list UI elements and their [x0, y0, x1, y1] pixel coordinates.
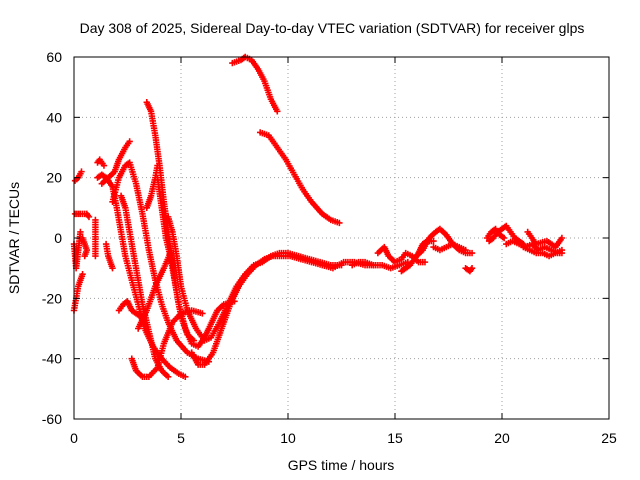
data-point: [81, 252, 88, 260]
data-point: [558, 234, 566, 242]
x-tick-label: 20: [494, 430, 510, 446]
series-arc-6: [92, 216, 99, 260]
data-point: [199, 310, 206, 317]
y-tick-label: 40: [46, 109, 62, 125]
data-point: [126, 138, 133, 145]
x-tick-label: 0: [70, 430, 78, 446]
series-arc-9: [102, 240, 116, 272]
y-tick-label: -40: [42, 351, 62, 367]
y-tick-label: -20: [42, 290, 62, 306]
series-arc-13: [109, 159, 213, 365]
y-tick-label: 0: [54, 230, 62, 246]
series-arc-10: [98, 138, 133, 187]
data-point: [468, 264, 476, 272]
series-arc-21: [188, 252, 377, 368]
y-tick-label: -60: [42, 411, 62, 427]
data-point: [500, 234, 508, 242]
series-arc-23: [256, 129, 343, 227]
data-point: [468, 249, 476, 257]
y-axis-title: SDTVAR / TECUs: [6, 182, 22, 294]
y-tick-label: 60: [46, 49, 62, 65]
series-arc-19: [154, 174, 238, 350]
series-arc-30: [483, 225, 508, 242]
x-tick-label: 15: [387, 430, 403, 446]
data-point: [336, 219, 343, 227]
series-arc-33: [520, 243, 566, 260]
series-arc-20: [164, 213, 345, 344]
chart-title: Day 308 of 2025, Sidereal Day-to-day VTE…: [80, 20, 585, 36]
data-point: [100, 162, 108, 169]
series-arc-4: [71, 210, 93, 221]
axes: 0 5 10 15 20 25 -60 -40 -20 0 20 40 60: [42, 49, 617, 446]
data-point: [182, 373, 189, 380]
data-point: [77, 228, 84, 236]
series-arc-28: [430, 240, 469, 254]
data-point: [274, 108, 281, 115]
grid: [74, 57, 609, 419]
series-arc-5: [79, 234, 91, 260]
x-tick-label: 25: [601, 430, 617, 446]
data-point: [92, 252, 99, 260]
series-arc-22: [229, 53, 281, 115]
data-point: [421, 258, 429, 266]
data-point: [164, 373, 172, 380]
series-arc-34: [524, 228, 566, 251]
data-point: [78, 168, 85, 175]
data-point: [430, 237, 437, 245]
series-arc-2: [70, 228, 84, 272]
data-point: [462, 246, 469, 254]
data-point: [85, 213, 93, 221]
series-arc-7: [94, 156, 108, 169]
series-arc-29: [462, 264, 476, 275]
x-tick-label: 10: [280, 430, 296, 446]
data-point: [79, 271, 86, 278]
x-axis-title: GPS time / hours: [288, 457, 395, 473]
x-tick-label: 5: [177, 430, 185, 446]
y-tick-label: 20: [46, 170, 62, 186]
series-arc-1: [70, 271, 86, 314]
data-marks: [70, 53, 566, 380]
data-point: [558, 246, 566, 254]
series-arc-14: [117, 192, 172, 380]
series-arc-24: [349, 258, 412, 272]
data-point: [109, 264, 116, 272]
